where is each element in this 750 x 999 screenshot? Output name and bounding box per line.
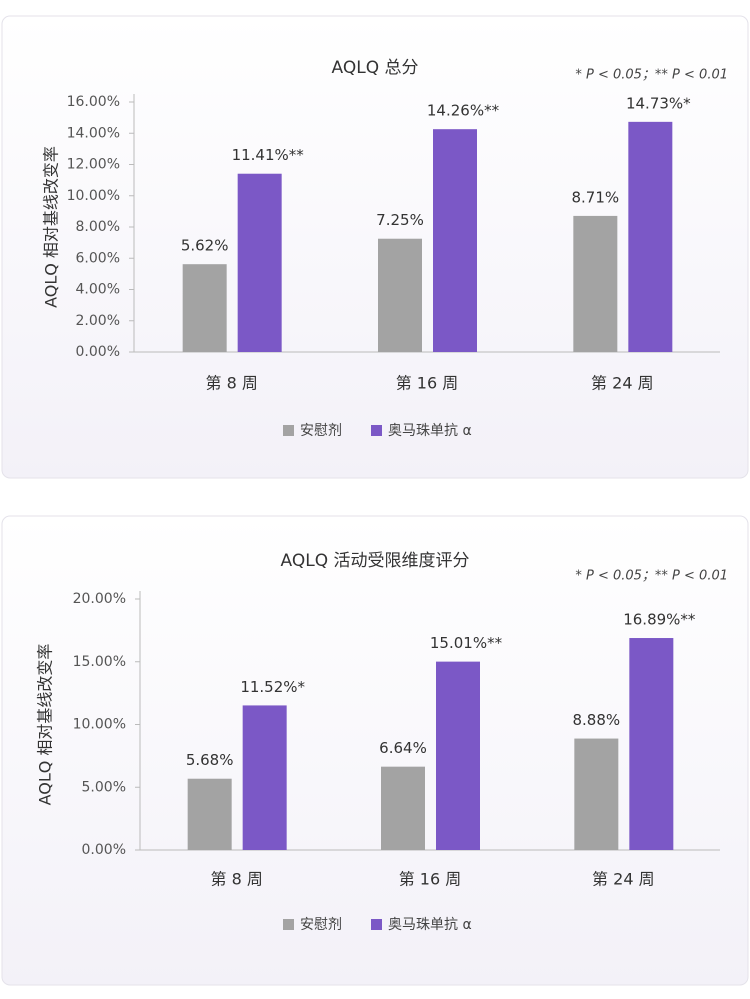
value-label: 8.71% xyxy=(572,188,620,206)
value-label: 14.73%* xyxy=(626,94,691,112)
y-tick-label: 8.00% xyxy=(76,219,120,235)
legend-label: 奥马珠单抗 α xyxy=(388,422,472,439)
y-tick-label: 5.00% xyxy=(82,779,126,795)
bar xyxy=(436,661,480,850)
bar xyxy=(182,264,227,352)
note: * P < 0.05；** P < 0.01 xyxy=(575,68,728,83)
y-tick-label: 4.00% xyxy=(76,282,120,298)
value-label: 5.68% xyxy=(186,751,234,769)
legend-label: 安慰剂 xyxy=(300,916,342,933)
x-tick-label: 第 8 周 xyxy=(205,374,257,393)
value-label: 16.89%** xyxy=(623,611,696,629)
y-axis-label: AQLQ 相对基线改变率 xyxy=(36,644,55,806)
y-tick-label: 6.00% xyxy=(76,250,120,266)
y-tick-label: 20.00% xyxy=(73,591,126,607)
legend-swatch xyxy=(283,919,294,930)
chart-title: AQLQ 活动受限维度评分 xyxy=(281,551,470,571)
bar xyxy=(573,215,618,352)
note: * P < 0.05；** P < 0.01 xyxy=(575,569,728,584)
y-tick-label: 10.00% xyxy=(73,717,126,733)
x-tick-label: 第 16 周 xyxy=(399,870,462,889)
y-tick-label: 2.00% xyxy=(76,313,120,329)
bar xyxy=(242,705,287,850)
chart-title: AQLQ 总分 xyxy=(332,58,419,78)
bar xyxy=(237,173,282,352)
y-tick-label: 12.00% xyxy=(67,157,120,173)
x-tick-label: 第 24 周 xyxy=(591,374,654,393)
legend-label: 安慰剂 xyxy=(300,422,342,439)
y-axis-label: AQLQ 相对基线改变率 xyxy=(42,146,61,308)
y-tick-label: 16.00% xyxy=(67,94,120,110)
bar xyxy=(629,638,674,850)
legend-swatch xyxy=(371,425,382,436)
value-label: 7.25% xyxy=(376,211,424,229)
y-tick-label: 10.00% xyxy=(67,188,120,204)
bar xyxy=(574,738,619,850)
legend-swatch xyxy=(371,919,382,930)
legend-swatch xyxy=(283,425,294,436)
card xyxy=(1,515,749,986)
card xyxy=(1,15,749,479)
legend-label: 奥马珠单抗 α xyxy=(388,916,472,933)
value-label: 11.52%* xyxy=(240,678,305,696)
value-label: 11.41%** xyxy=(232,146,305,164)
x-tick-label: 第 24 周 xyxy=(592,870,655,889)
value-label: 8.88% xyxy=(573,711,621,729)
value-label: 6.64% xyxy=(379,739,427,757)
bar xyxy=(433,129,477,352)
y-tick-label: 14.00% xyxy=(67,125,120,141)
bar xyxy=(628,121,673,352)
y-tick-label: 15.00% xyxy=(73,654,126,670)
bar xyxy=(187,778,232,850)
value-label: 15.01%** xyxy=(430,634,503,652)
value-label: 5.62% xyxy=(181,237,229,255)
value-label: 14.26%** xyxy=(427,102,500,120)
y-tick-label: 0.00% xyxy=(76,344,120,360)
x-tick-label: 第 8 周 xyxy=(210,870,262,889)
y-tick-label: 0.00% xyxy=(82,842,126,858)
x-tick-label: 第 16 周 xyxy=(396,374,459,393)
bar xyxy=(381,766,425,850)
bar xyxy=(378,238,422,352)
